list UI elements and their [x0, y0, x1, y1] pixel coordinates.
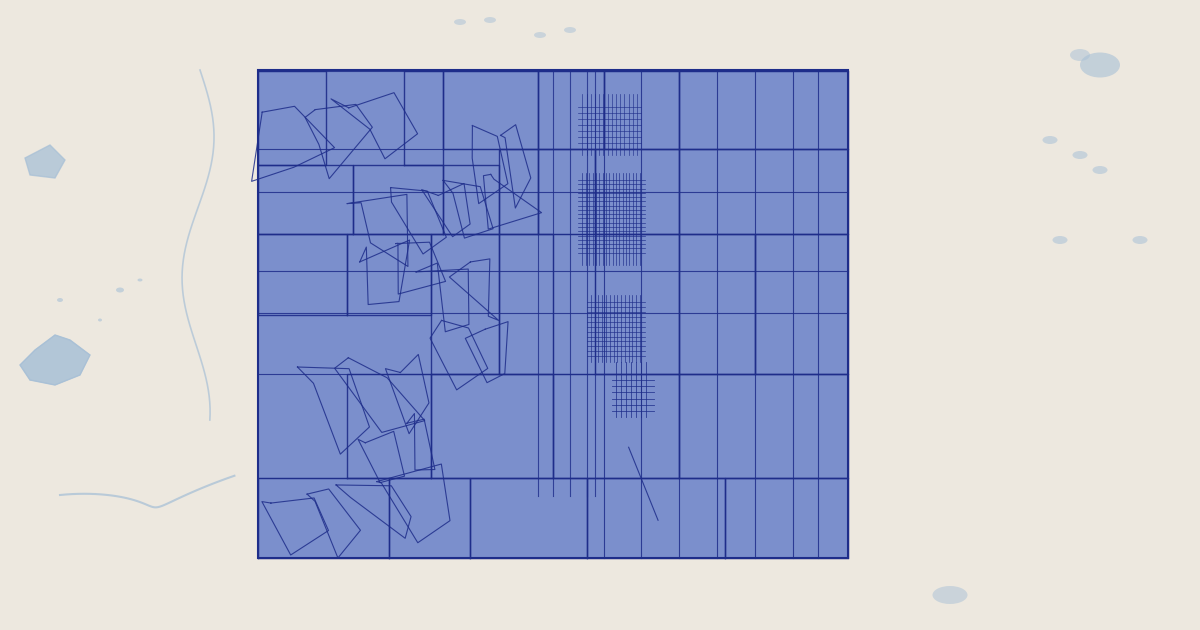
- Ellipse shape: [484, 17, 496, 23]
- Ellipse shape: [1043, 136, 1057, 144]
- Polygon shape: [25, 145, 65, 178]
- Polygon shape: [20, 335, 90, 385]
- Ellipse shape: [1073, 151, 1087, 159]
- Ellipse shape: [98, 319, 102, 321]
- Ellipse shape: [138, 278, 143, 282]
- Ellipse shape: [454, 19, 466, 25]
- Ellipse shape: [564, 27, 576, 33]
- Ellipse shape: [1092, 166, 1108, 174]
- Bar: [258, 70, 848, 558]
- Ellipse shape: [1070, 49, 1090, 61]
- Ellipse shape: [932, 586, 967, 604]
- Ellipse shape: [1133, 236, 1147, 244]
- Bar: [258, 70, 848, 558]
- Ellipse shape: [1080, 52, 1120, 77]
- Ellipse shape: [534, 32, 546, 38]
- Ellipse shape: [1052, 236, 1068, 244]
- Ellipse shape: [58, 298, 64, 302]
- Ellipse shape: [116, 287, 124, 292]
